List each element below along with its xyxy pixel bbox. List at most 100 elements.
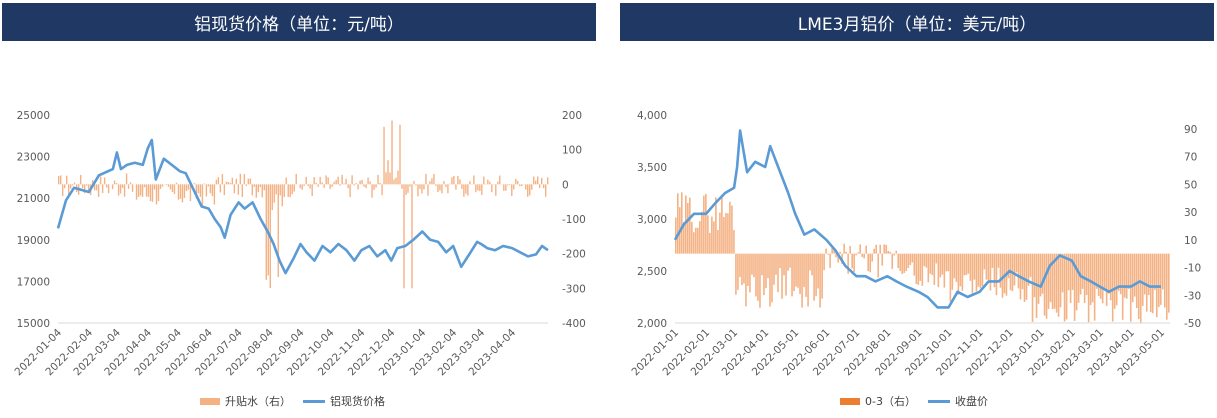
bar [261, 184, 263, 198]
bar [1163, 253, 1166, 308]
bar [951, 253, 954, 290]
y-right-tick-label: 100 [562, 145, 582, 157]
bar [1039, 253, 1042, 297]
bar [151, 184, 154, 202]
bar [371, 184, 373, 198]
y-right-tick-label: 70 [1184, 152, 1197, 164]
bar [895, 250, 898, 254]
bar [843, 243, 845, 254]
bar [465, 184, 467, 194]
bar [1089, 253, 1092, 306]
bar [175, 182, 178, 185]
bar [999, 253, 1002, 288]
y-right-tick-label: -100 [562, 214, 586, 226]
bar [1099, 253, 1102, 299]
bar [807, 253, 809, 307]
bar [907, 253, 910, 268]
price-line [673, 129, 1161, 309]
bar [1073, 253, 1076, 321]
bar [389, 172, 391, 185]
chart-svg-spot: 15000 17000 19000 21000 23000 25000 -400 -300 -2… [12, 110, 586, 378]
bar [439, 184, 441, 191]
bar [301, 184, 303, 190]
bar [205, 184, 208, 197]
bar [361, 179, 363, 185]
bar [753, 253, 755, 278]
bar [961, 253, 964, 291]
bar [865, 245, 867, 254]
bar [517, 180, 519, 185]
bar [199, 184, 202, 197]
bar [307, 184, 309, 187]
bar [543, 184, 545, 189]
bar [423, 184, 425, 190]
bar [319, 176, 321, 185]
bar [207, 184, 210, 187]
bar [957, 253, 960, 295]
bar [763, 253, 765, 296]
bar [1153, 253, 1156, 290]
bar [713, 221, 715, 254]
bar [459, 179, 461, 185]
bar [823, 253, 825, 271]
bar [401, 184, 403, 189]
bar [267, 184, 269, 276]
bar [1015, 253, 1018, 273]
bar [1027, 253, 1030, 286]
bar [1095, 253, 1098, 289]
bar [271, 184, 273, 211]
bar [331, 184, 333, 187]
bar [537, 176, 539, 185]
bar [165, 184, 168, 186]
bar [735, 253, 737, 295]
bar [1053, 253, 1056, 309]
bar [981, 253, 984, 287]
bar [891, 253, 894, 269]
bar [139, 184, 142, 196]
bar [1135, 253, 1138, 309]
y-left-tick-label: 15000 [17, 318, 50, 330]
bar [799, 253, 801, 295]
bar [251, 184, 254, 196]
bar [847, 253, 849, 274]
bar [413, 180, 415, 185]
y-left-tick-label: 21000 [17, 193, 50, 205]
legend-label-close: 收盘价 [954, 395, 988, 408]
bar [535, 180, 537, 185]
bar [79, 174, 82, 185]
bar [705, 193, 707, 254]
bar [985, 253, 988, 280]
bar [989, 253, 992, 291]
bar [105, 184, 108, 188]
bar [313, 177, 315, 185]
bar [899, 253, 902, 272]
bar [707, 215, 709, 254]
bar [61, 184, 64, 196]
legend-label-basis: 升贴水（右） [225, 395, 291, 408]
bar [455, 184, 457, 190]
bar [1081, 253, 1084, 289]
bar [91, 180, 94, 185]
bar [397, 170, 399, 185]
bar [1025, 253, 1028, 300]
bar [1075, 253, 1078, 311]
bar [691, 222, 693, 254]
bar [721, 196, 723, 254]
bar-series [58, 120, 549, 289]
bar [889, 251, 892, 254]
bar [395, 177, 397, 185]
bar [1167, 253, 1170, 313]
bar [219, 184, 222, 193]
bar [161, 184, 164, 187]
bar [953, 253, 956, 279]
bar [805, 253, 807, 297]
bar [227, 181, 230, 185]
bar [101, 184, 104, 194]
bar [127, 184, 130, 189]
y-left-tick-label: 2,500 [637, 266, 667, 278]
bar [1077, 253, 1080, 303]
bar [447, 184, 449, 194]
bar [521, 184, 523, 187]
bar [837, 253, 839, 263]
bar [427, 184, 429, 196]
